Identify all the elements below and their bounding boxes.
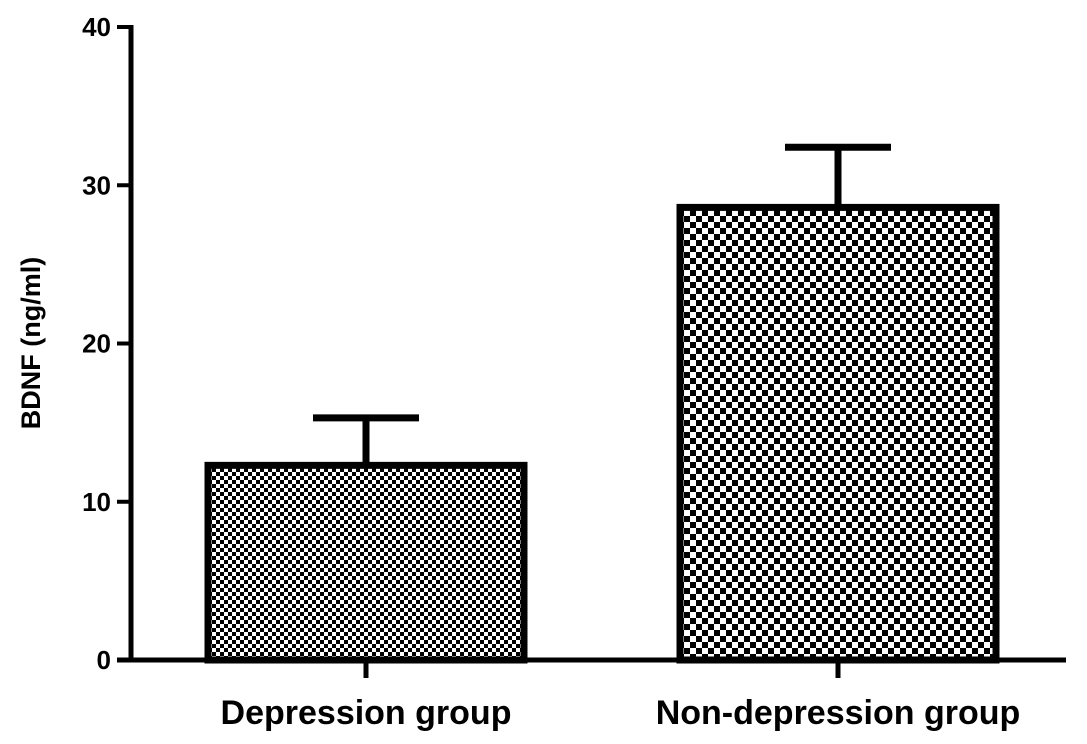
y-axis-ticks: 0 10 20 30 40 [82,12,131,675]
y-axis-label: BDNF (ng/ml) [16,257,46,429]
y-tick-label: 20 [82,329,111,359]
bar-2 [676,203,1000,664]
bars [204,203,1000,664]
x-tick-label: Non-depression group [656,694,1021,732]
y-tick-label: 40 [82,12,111,42]
y-tick-label: 0 [97,645,111,675]
axes [117,25,1066,663]
x-axis-tick-labels: Depression group Non-depression group [221,660,1021,732]
error-bars [313,143,891,466]
bar-1 [204,461,528,664]
y-tick-label: 30 [82,170,111,200]
y-tick-label: 10 [82,487,111,517]
x-tick-label: Depression group [221,694,512,732]
